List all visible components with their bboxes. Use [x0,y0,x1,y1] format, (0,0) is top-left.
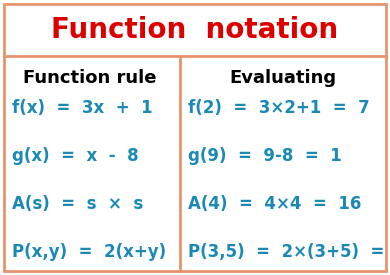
Text: Evaluating: Evaluating [229,69,337,87]
Text: P(x,y)  =  2(x+y): P(x,y) = 2(x+y) [12,243,166,261]
Text: g(9)  =  9-8  =  1: g(9) = 9-8 = 1 [188,147,342,165]
Text: P(3,5)  =  2×(3+5)  =  16: P(3,5) = 2×(3+5) = 16 [188,243,390,261]
Text: Function rule: Function rule [23,69,157,87]
Text: A(s)  =  s  ×  s: A(s) = s × s [12,195,143,213]
Text: f(x)  =  3x  +  1: f(x) = 3x + 1 [12,99,152,117]
Text: g(x)  =  x  -  8: g(x) = x - 8 [12,147,138,165]
Text: A(4)  =  4×4  =  16: A(4) = 4×4 = 16 [188,195,362,213]
Text: f(2)  =  3×2+1  =  7: f(2) = 3×2+1 = 7 [188,99,370,117]
Text: Function  notation: Function notation [51,16,339,44]
